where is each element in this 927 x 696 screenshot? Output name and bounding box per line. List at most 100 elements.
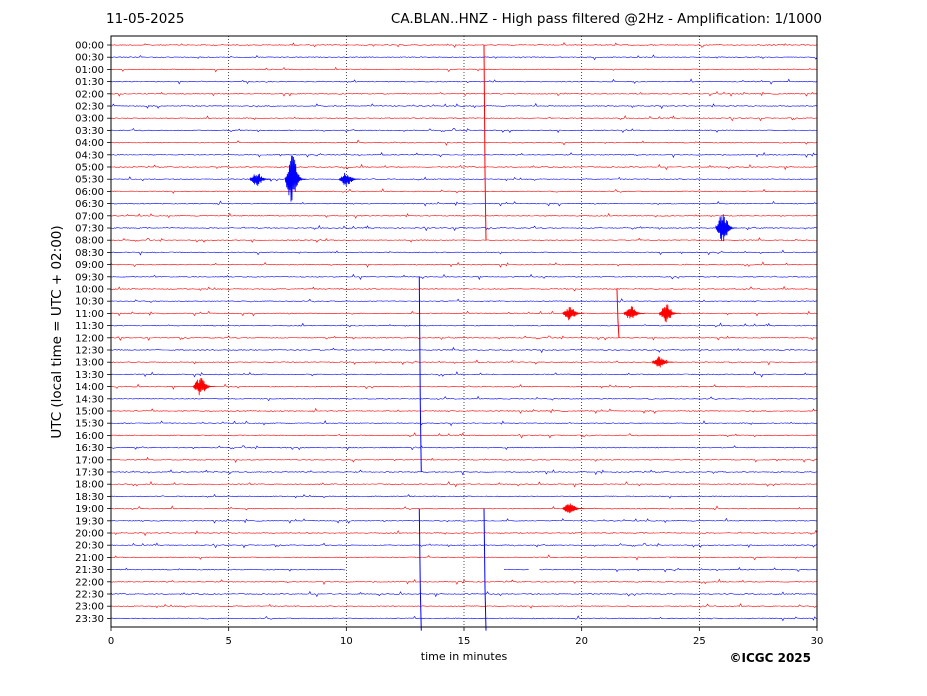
y-tick-label: 18:00 [75,480,104,491]
trace-0030 [110,54,818,61]
y-tick-label: 18:30 [75,492,104,503]
y-tick-label: 12:00 [75,333,104,344]
trace-0330 [110,127,818,134]
trace-0000 [111,41,818,48]
trace-0630 [110,200,818,207]
y-tick-label: 19:00 [75,504,104,515]
y-tick-label: 15:00 [75,407,104,418]
y-tick-label: 10:00 [75,285,104,296]
plot-frame [110,35,818,628]
trace-2030 [110,542,818,549]
y-tick-label: 11:00 [75,309,104,320]
x-tick-label: 20 [575,636,588,647]
trace-1530 [110,420,818,427]
event-spike [418,276,422,473]
trace-1630 [110,445,818,451]
event-burst [658,304,681,323]
trace-1430 [110,395,818,402]
y-tick-label: 19:30 [75,516,104,527]
trace-0930 [110,273,818,281]
y-tick-label: 12:30 [75,346,104,357]
trace-1600 [110,432,817,439]
trace-0730 [110,224,818,232]
y-tick-label: 17:30 [75,468,104,479]
y-tick-label: 08:30 [75,248,104,259]
trace-1730 [110,469,818,476]
trace-0100 [110,66,817,73]
y-tick-label: 07:00 [75,211,104,222]
y-tick-label: 02:00 [75,89,104,100]
y-tick-label: 13:30 [75,370,104,381]
trace-2230 [110,590,818,598]
plot-date: 11-05-2025 [106,11,185,27]
y-tick-label: 00:30 [75,53,104,64]
trace-0200 [110,90,818,97]
trace-2000 [110,529,818,537]
event-burst [715,214,737,242]
y-tick-label: 11:30 [75,321,104,332]
y-axis-label: UTC (local time = UTC + 02:00) [49,225,65,439]
event-burst [249,173,271,186]
trace-1000 [110,285,818,292]
y-tick-label: 16:30 [75,443,104,454]
trace-1300 [110,359,818,366]
y-tick-label: 10:30 [75,297,104,308]
y-tick-label: 21:30 [75,565,104,576]
trace-1130 [110,322,818,328]
trace-0430 [110,152,817,159]
trace-1400 [110,383,818,390]
trace-0530 [110,176,818,182]
plot-title: CA.BLAN..HNZ - High pass filtered @2Hz -… [390,11,822,27]
trace-2330 [110,615,818,622]
x-tick-label: 15 [458,636,471,647]
trace-0600 [110,188,818,194]
y-tick-label: 05:30 [75,175,104,186]
trace-0400 [110,139,818,146]
trace-0800 [110,237,818,243]
event-burst [338,172,361,187]
event-burst [562,503,584,514]
x-tick-label: 25 [693,636,706,647]
y-tick-label: 20:00 [75,529,104,540]
trace-1330 [110,371,818,378]
y-tick-label: 05:00 [75,163,104,174]
trace-2200 [110,578,818,586]
trace-1200 [110,335,818,341]
trace-1830 [110,493,818,499]
y-tick-label: 06:30 [75,199,104,210]
trace-1800 [110,480,817,488]
y-tick-label: 14:30 [75,394,104,405]
y-tick-label: 00:00 [75,41,104,52]
y-tick-label: 09:30 [75,272,104,283]
x-axis-label: time in minutes [420,650,508,663]
y-tick-label: 20:30 [75,541,104,552]
trace-2300 [110,603,818,609]
y-tick-label: 23:30 [75,614,104,625]
trace-0130 [110,78,818,85]
y-tick-label: 03:00 [75,114,104,125]
x-tick-label: 5 [225,636,231,647]
y-tick-label: 07:30 [75,224,104,235]
trace-1700 [110,456,818,464]
trace-1030 [110,298,818,303]
trace-0900 [110,261,818,268]
trace-1930 [110,517,817,524]
trace-2130 [110,566,818,573]
y-tick-label: 21:00 [75,553,104,564]
y-tick-label: 23:00 [75,602,104,613]
copyright-credit: ©ICGC 2025 [729,651,811,665]
y-tick-label: 13:00 [75,358,104,369]
trace-1100 [110,310,818,317]
y-tick-label: 22:00 [75,577,104,588]
y-tick-label: 22:30 [75,590,104,601]
y-tick-label: 01:00 [75,65,104,76]
y-tick-label: 06:00 [75,187,104,198]
x-tick-label: 0 [108,636,114,647]
event-burst [623,306,646,319]
y-tick-label: 16:00 [75,431,104,442]
y-tick-label: 09:00 [75,260,104,271]
y-tick-label: 02:30 [75,102,104,113]
y-tick-label: 08:00 [75,236,104,247]
trace-1500 [110,407,818,414]
y-tick-label: 04:00 [75,138,104,149]
